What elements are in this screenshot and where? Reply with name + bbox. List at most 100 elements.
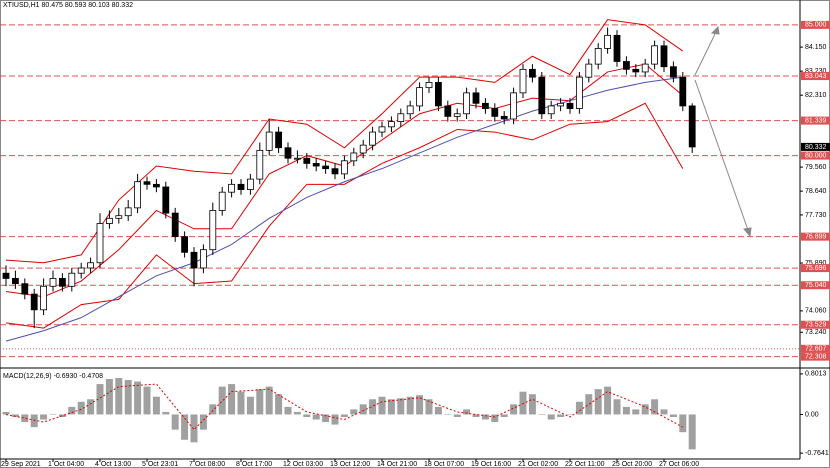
macd-bar <box>11 414 19 417</box>
macd-bar <box>575 401 583 415</box>
candle-body <box>190 251 198 269</box>
candle-body <box>491 108 499 117</box>
level-label: 76.899 <box>805 233 827 240</box>
candle-body <box>265 131 273 151</box>
candle-body <box>472 92 480 104</box>
arrow-up <box>694 31 717 76</box>
current-price-tag <box>801 142 830 151</box>
y-tick-label: 82.310 <box>805 92 827 99</box>
candle-body <box>59 278 66 287</box>
candle-body <box>2 272 10 279</box>
symbol-header: XTIUSD,H1 80.475 80.593 80.103 80.332 <box>3 2 133 9</box>
candle-body <box>68 272 76 287</box>
candle-body <box>406 105 414 115</box>
macd-bar <box>632 409 640 415</box>
candle-body <box>209 210 217 251</box>
macd-bar <box>218 386 226 415</box>
level-label: 73.529 <box>805 322 827 329</box>
y-tick-label: 0.00 <box>805 411 819 418</box>
level-label: 85.000 <box>805 22 827 29</box>
macd-bar <box>481 414 489 420</box>
arrow-head <box>743 227 752 238</box>
macd-bar <box>199 414 207 430</box>
candle-body <box>557 102 564 107</box>
candle-body <box>143 181 151 185</box>
candle-body <box>500 115 508 120</box>
candle-body <box>444 105 452 117</box>
macd-bar <box>265 386 273 415</box>
macd-bar <box>679 414 687 433</box>
level-tag <box>801 20 830 29</box>
macd-bar <box>171 414 179 430</box>
level-label: 83.043 <box>805 73 827 80</box>
candle-body <box>538 76 546 115</box>
candle-body <box>77 267 85 274</box>
candle-body <box>632 68 640 73</box>
candle-body <box>369 131 377 146</box>
macd-bar <box>641 404 649 415</box>
candle-body <box>115 215 123 219</box>
candle-body <box>378 126 386 133</box>
level-label: 72.308 <box>805 353 827 360</box>
candle-body <box>340 160 348 175</box>
macd-bar <box>293 411 301 415</box>
macd-bar <box>143 386 151 415</box>
candle-body <box>293 157 301 160</box>
macd-bar <box>2 411 10 415</box>
candle-body <box>453 113 461 117</box>
macd-bar <box>21 414 29 423</box>
x-tick-label: 12 Oct 03:00 <box>283 461 323 468</box>
candle-body <box>350 152 358 162</box>
macd-bar <box>566 414 574 415</box>
candle-body <box>331 168 339 175</box>
macd-bar <box>622 406 630 415</box>
macd-bar <box>688 414 696 450</box>
candle-body <box>613 34 621 62</box>
candle-body <box>162 186 170 214</box>
candle-body <box>585 63 593 78</box>
macd-bar <box>181 414 189 440</box>
candle-body <box>679 76 687 107</box>
macd-bar <box>275 394 283 415</box>
indicator-line <box>5 19 684 264</box>
candle-body <box>660 45 668 68</box>
candle-body <box>623 61 630 70</box>
candle-body <box>246 178 254 190</box>
level-label: 75.040 <box>805 282 827 289</box>
candle-body <box>228 183 236 193</box>
candle-body <box>670 66 677 78</box>
current-price-label: 80.332 <box>805 144 827 151</box>
candle-body <box>40 285 47 311</box>
macd-bar <box>49 414 57 415</box>
macd-bar <box>322 414 330 423</box>
macd-bar <box>425 399 433 415</box>
candle-body <box>152 183 160 188</box>
candle-body <box>416 87 424 107</box>
x-tick-label: 4 Oct 13:00 <box>95 461 131 468</box>
candle-body <box>463 92 471 115</box>
candle-body <box>519 68 527 94</box>
candle-body <box>275 131 283 149</box>
y-tick-label: 78.640 <box>805 188 827 195</box>
macd-bar <box>152 396 160 415</box>
macd-bar <box>613 399 621 415</box>
level-tag <box>801 72 830 81</box>
macd-bar <box>651 399 659 415</box>
macd-bar <box>547 414 555 420</box>
candle-body <box>359 144 367 154</box>
candle-body <box>124 207 132 217</box>
macd-bar <box>463 409 471 415</box>
macd-bar <box>284 406 292 415</box>
macd-bar <box>331 414 339 425</box>
macd-bar <box>387 399 395 415</box>
level-tag <box>801 352 830 361</box>
macd-bar <box>124 380 132 415</box>
macd-bar <box>350 409 358 415</box>
level-tag <box>801 116 830 125</box>
candle-body <box>594 48 602 65</box>
macd-bar <box>397 398 405 415</box>
macd-bar <box>58 414 66 417</box>
candle-body <box>641 63 649 73</box>
macd-bar <box>369 399 377 415</box>
macd-bar <box>519 391 527 415</box>
